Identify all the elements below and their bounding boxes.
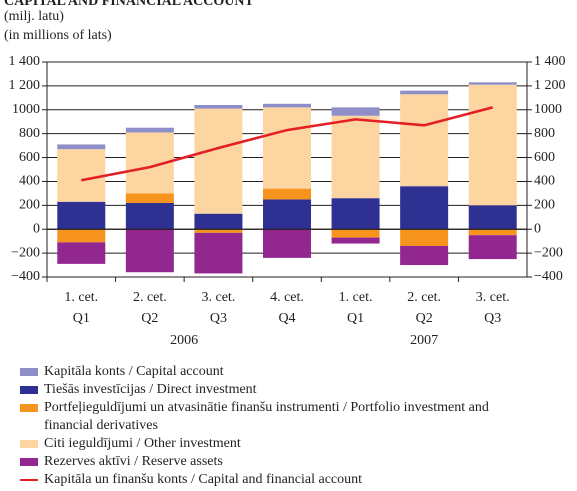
y-tick-label: 1000 xyxy=(12,102,40,117)
bar-segment xyxy=(125,202,174,230)
y-tick-label: −400 xyxy=(11,269,40,284)
x-tick-label: 2. cet. xyxy=(133,290,167,305)
legend-swatch xyxy=(20,386,38,394)
bar-segment xyxy=(331,198,380,230)
bar-segment xyxy=(468,229,517,236)
bar-segment xyxy=(57,201,106,230)
bar-segment xyxy=(194,213,243,230)
x-tick-label: Q4 xyxy=(278,311,295,326)
legend-item: Tiešās investīcijas / Direct investment xyxy=(20,381,540,399)
chart: CAPITAL AND FINANCIAL ACCOUNT (milj. lat… xyxy=(4,0,566,348)
y2-tick-label: 600 xyxy=(534,150,555,165)
bar-segment xyxy=(57,229,106,243)
bar-segment xyxy=(400,186,449,230)
legend: Kapitāla konts / Capital account Tiešās i… xyxy=(20,363,540,489)
bar-segment xyxy=(331,237,380,244)
y2-tick-label: 800 xyxy=(534,126,555,141)
bar-segment xyxy=(57,149,106,202)
y-tick-label: 1 200 xyxy=(9,78,41,93)
y2-tick-label: 1 400 xyxy=(534,54,566,69)
y2-tick-label: 1 200 xyxy=(534,78,566,93)
bar-segment xyxy=(468,205,517,230)
legend-swatch xyxy=(20,368,38,376)
x-tick-label: 1. cet. xyxy=(339,290,373,305)
x-tick-label: 4. cet. xyxy=(270,290,304,305)
bar-segment xyxy=(194,232,243,274)
bar-segment xyxy=(400,229,449,246)
legend-label: Kapitāla un finanšu konts / Capital and … xyxy=(44,472,363,487)
y2-tick-label: 400 xyxy=(534,174,555,189)
y2-tick-label: −200 xyxy=(534,245,563,260)
legend-label: Tiešās investīcijas / Direct investment xyxy=(44,382,257,397)
legend-swatch xyxy=(20,458,38,466)
x-tick-label: Q1 xyxy=(347,311,364,326)
x-tick-label: 3. cet. xyxy=(476,290,510,305)
x-tick-label: 1. cet. xyxy=(64,290,98,305)
x-tick-label: Q3 xyxy=(484,311,501,326)
bar-segment xyxy=(194,105,243,109)
legend-label: Portfeļieguldījumi un atvasinātie finanš… xyxy=(44,400,489,433)
legend-item: Kapitāla konts / Capital account xyxy=(20,363,540,381)
bar-segment xyxy=(125,193,174,203)
y-tick-label: 800 xyxy=(19,126,40,141)
bar-segment xyxy=(125,127,174,133)
legend-swatch xyxy=(20,479,38,481)
chart-title: CAPITAL AND FINANCIAL ACCOUNT xyxy=(4,0,254,9)
bar-segment xyxy=(400,245,449,266)
legend-item: Kapitāla un finanšu konts / Capital and … xyxy=(20,471,540,489)
bar-segment xyxy=(468,84,517,206)
y-tick-label: 400 xyxy=(19,174,40,189)
bar-segment xyxy=(468,235,517,260)
y2-tick-label: 1000 xyxy=(534,102,562,117)
legend-label: Citi ieguldījumi / Other investment xyxy=(44,436,241,451)
y2-tick-label: 200 xyxy=(534,198,555,213)
plot-frame xyxy=(46,61,528,278)
bar-segment xyxy=(125,229,174,273)
bar-segment xyxy=(263,188,311,200)
bar-segment xyxy=(57,144,106,150)
subtitle: (in millions of lats) xyxy=(4,28,112,43)
y-tick-label: 0 xyxy=(33,221,40,236)
bar-segment xyxy=(263,107,311,189)
x-group-label: 2007 xyxy=(410,333,438,348)
x-tick-label: Q2 xyxy=(141,311,158,326)
line xyxy=(81,106,494,182)
legend-label: Kapitāla konts / Capital account xyxy=(44,364,224,379)
bar-segment xyxy=(263,103,311,108)
legend-swatch xyxy=(20,440,38,448)
x-group-label: 2006 xyxy=(170,333,198,348)
legend-item: Portfeļieguldījumi un atvasinātie finanš… xyxy=(20,399,540,435)
bar-segment xyxy=(400,90,449,95)
legend-item: Citi ieguldījumi / Other investment xyxy=(20,435,540,453)
bar-segment xyxy=(468,82,517,85)
y-tick-label: 200 xyxy=(19,198,40,213)
y-tick-label: −200 xyxy=(11,245,40,260)
x-tick-label: 2. cet. xyxy=(407,290,441,305)
legend-label: Rezerves aktīvi / Reserve assets xyxy=(44,454,223,469)
y2-tick-label: −400 xyxy=(534,269,563,284)
x-tick-label: Q3 xyxy=(210,311,227,326)
subtitle: (milj. latu) xyxy=(4,9,64,24)
legend-item: Rezerves aktīvi / Reserve assets xyxy=(20,453,540,471)
x-tick-label: Q2 xyxy=(416,311,433,326)
bar-segment xyxy=(194,229,243,233)
x-tick-label: 3. cet. xyxy=(202,290,236,305)
bar-segment xyxy=(400,94,449,187)
y-tick-label: 1 400 xyxy=(9,54,41,69)
bar-segment xyxy=(331,107,380,116)
bar-segment xyxy=(331,115,380,199)
x-tick-label: Q1 xyxy=(73,311,90,326)
bar-segment xyxy=(263,229,311,258)
bar-segment xyxy=(194,108,243,214)
y-tick-label: 600 xyxy=(19,150,40,165)
bar-segment xyxy=(57,242,106,264)
bar-segment xyxy=(263,199,311,230)
y2-tick-label: 0 xyxy=(534,221,541,236)
legend-swatch xyxy=(20,404,38,412)
bar-segment xyxy=(331,229,380,238)
